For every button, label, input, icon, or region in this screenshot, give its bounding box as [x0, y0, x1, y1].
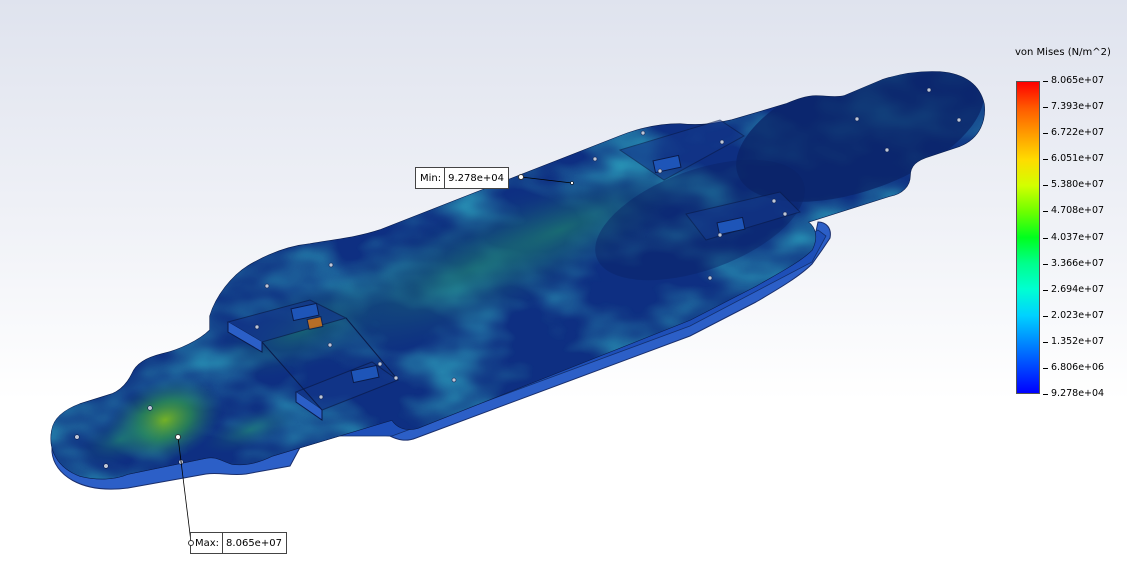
min-probe-point: [570, 181, 574, 185]
legend-value-label: 4.708e+07: [1051, 205, 1105, 217]
max-probe-value: 8.065e+07: [226, 537, 282, 549]
legend-tick: [1043, 263, 1048, 265]
legend-tick: [1043, 81, 1048, 82]
mounting-holes: [74, 87, 962, 469]
max-probe-label-anchor-icon: [188, 540, 194, 546]
max-probe-anchor-icon: [175, 434, 181, 440]
legend-color-bar: [1016, 81, 1040, 394]
min-probe-value: 9.278e+04: [448, 172, 505, 184]
legend-tick: [1043, 133, 1048, 135]
legend-tick: [1043, 237, 1048, 239]
legend-tick: [1043, 367, 1048, 369]
legend-tick: [1043, 394, 1048, 395]
legend-title: von Mises (N/m^2): [1015, 47, 1111, 58]
legend-value-label: 7.393e+07: [1051, 101, 1105, 113]
min-leader-line: [520, 176, 573, 184]
legend-value-label: 6.722e+07: [1051, 127, 1105, 139]
max-probe-label[interactable]: Max: 8.065e+07: [190, 532, 287, 554]
upper-deck-brackets: [226, 119, 801, 421]
legend-value-label: 8.065e+07: [1051, 75, 1105, 86]
stress-contour: [51, 71, 985, 479]
legend-tick: [1043, 315, 1048, 317]
legend-tick: [1043, 211, 1048, 213]
legend-value-label: 6.806e+06: [1051, 361, 1105, 373]
legend-value-label: 9.278e+04: [1051, 388, 1105, 399]
legend-tick: [1043, 185, 1048, 187]
legend-value-label: 3.366e+07: [1051, 257, 1105, 269]
legend-tick: [1043, 289, 1048, 291]
legend-value-label: 1.352e+07: [1051, 335, 1105, 347]
legend-value-label: 2.023e+07: [1051, 309, 1105, 321]
stress-legend[interactable]: von Mises (N/m^2) 8.065e+07 7.393e+07 6.72…: [1008, 44, 1123, 404]
legend-tick: [1043, 159, 1048, 161]
max-leader-line: [177, 436, 192, 543]
max-probe-name: Max:: [191, 533, 224, 553]
legend-value-label: 6.051e+07: [1051, 153, 1105, 165]
min-probe-name: Min:: [416, 168, 446, 188]
legend-value-label: 5.380e+07: [1051, 179, 1105, 191]
legend-tick: [1043, 107, 1048, 109]
min-probe-anchor-icon: [518, 174, 524, 180]
legend-tick: [1043, 341, 1048, 343]
legend-value-label: 2.694e+07: [1051, 283, 1105, 295]
min-probe-label[interactable]: Min: 9.278e+04: [415, 167, 510, 189]
legend-value-label: 4.037e+07: [1051, 231, 1105, 243]
